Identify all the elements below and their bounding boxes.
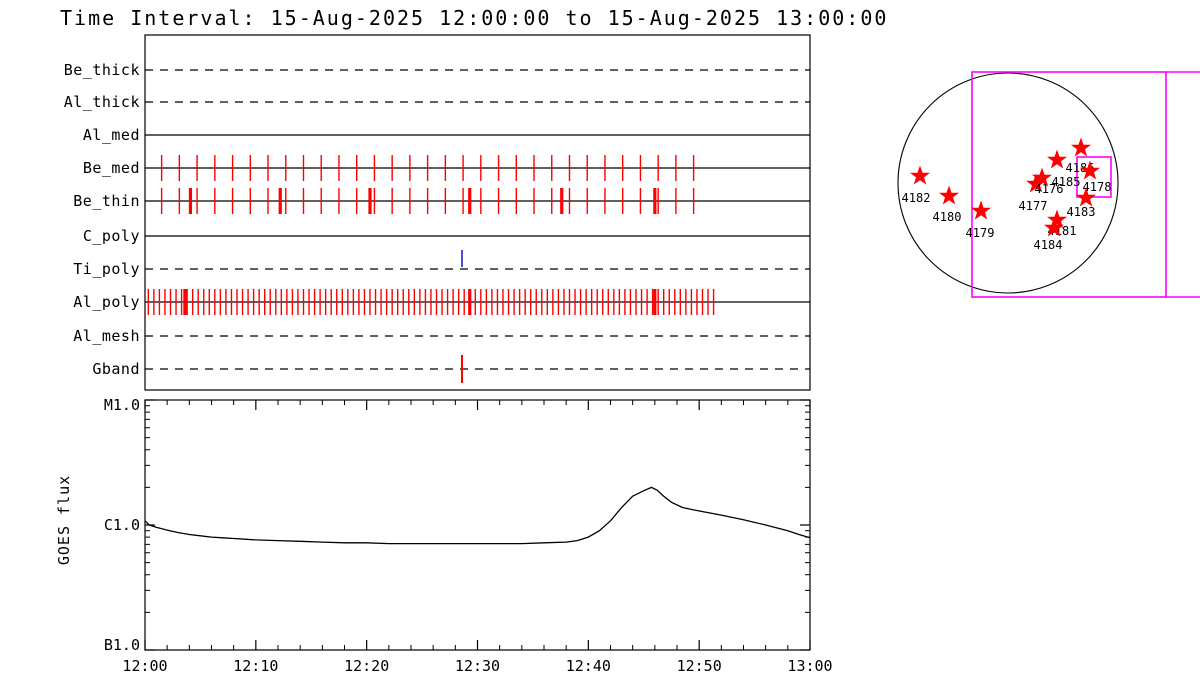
active-region-star-4180 xyxy=(938,185,960,205)
active-region-star-4184 xyxy=(1043,217,1065,237)
timeline-plot-border xyxy=(144,34,811,391)
goes-xtick-label-13:00: 13:00 xyxy=(787,657,833,675)
goes-ytick-label-C1.0: C1.0 xyxy=(103,516,140,534)
filter-row-label-Al_med: Al_med xyxy=(82,126,140,144)
filter-row-label-Al_poly: Al_poly xyxy=(73,293,140,311)
goes-xtick-label-12:30: 12:30 xyxy=(454,657,501,675)
active-region-label-4185: 4185 xyxy=(1052,175,1081,189)
goes-flux-axis-label: GOES flux xyxy=(55,474,73,566)
active-region-label-4176: 4176 xyxy=(1035,182,1064,196)
goes-xtick-label-12:40: 12:40 xyxy=(565,657,611,675)
filter-row-label-Ti_poly: Ti_poly xyxy=(73,260,140,278)
active-region-star-4185 xyxy=(1046,149,1068,169)
goes-plot-border xyxy=(144,399,811,651)
goes-xtick-label-12:20: 12:20 xyxy=(344,657,390,675)
goes-flux-curve xyxy=(144,486,811,545)
active-region-label-4182: 4182 xyxy=(902,191,931,205)
goes-xtick-label-12:00: 12:00 xyxy=(122,657,168,675)
time-interval-title: Time Interval: 15-Aug-2025 12:00:00 to 1… xyxy=(60,6,889,30)
active-region-label-4184: 4184 xyxy=(1034,238,1063,252)
filter-row-label-Be_thick: Be_thick xyxy=(63,61,140,79)
active-region-star-4179 xyxy=(970,200,992,220)
active-region-label-4178: 4178 xyxy=(1083,180,1112,194)
filter-row-label-C_poly: C_poly xyxy=(82,227,140,245)
solar-disk xyxy=(897,72,1119,294)
active-region-star-4178 xyxy=(1079,160,1101,180)
filter-row-label-Be_med: Be_med xyxy=(82,159,140,177)
target-box xyxy=(1076,156,1112,198)
active-region-star-4182 xyxy=(909,165,931,185)
filter-row-label-Be_thin: Be_thin xyxy=(73,192,140,210)
active-region-label-4177: 4177 xyxy=(1019,199,1048,213)
active-region-label-4179: 4179 xyxy=(966,226,995,240)
active-region-star-4176 xyxy=(1031,167,1053,187)
filter-row-label-Gband: Gband xyxy=(92,360,140,378)
active-region-label-4183: 4183 xyxy=(1067,205,1096,219)
filter-row-label-Al_mesh: Al_mesh xyxy=(73,327,140,345)
filter-row-label-Al_thick: Al_thick xyxy=(63,93,140,111)
active-region-star-4183 xyxy=(1075,187,1097,207)
active-region-star-4186 xyxy=(1070,137,1092,157)
active-region-star-4181 xyxy=(1046,209,1068,229)
goes-xtick-label-12:10: 12:10 xyxy=(233,657,279,675)
fov-rect xyxy=(971,71,1167,298)
goes-xtick-label-12:50: 12:50 xyxy=(676,657,722,675)
goes-ytick-label-M1.0: M1.0 xyxy=(103,396,140,414)
goes-ytick-label-B1.0: B1.0 xyxy=(103,636,140,654)
active-region-label-4180: 4180 xyxy=(933,210,962,224)
